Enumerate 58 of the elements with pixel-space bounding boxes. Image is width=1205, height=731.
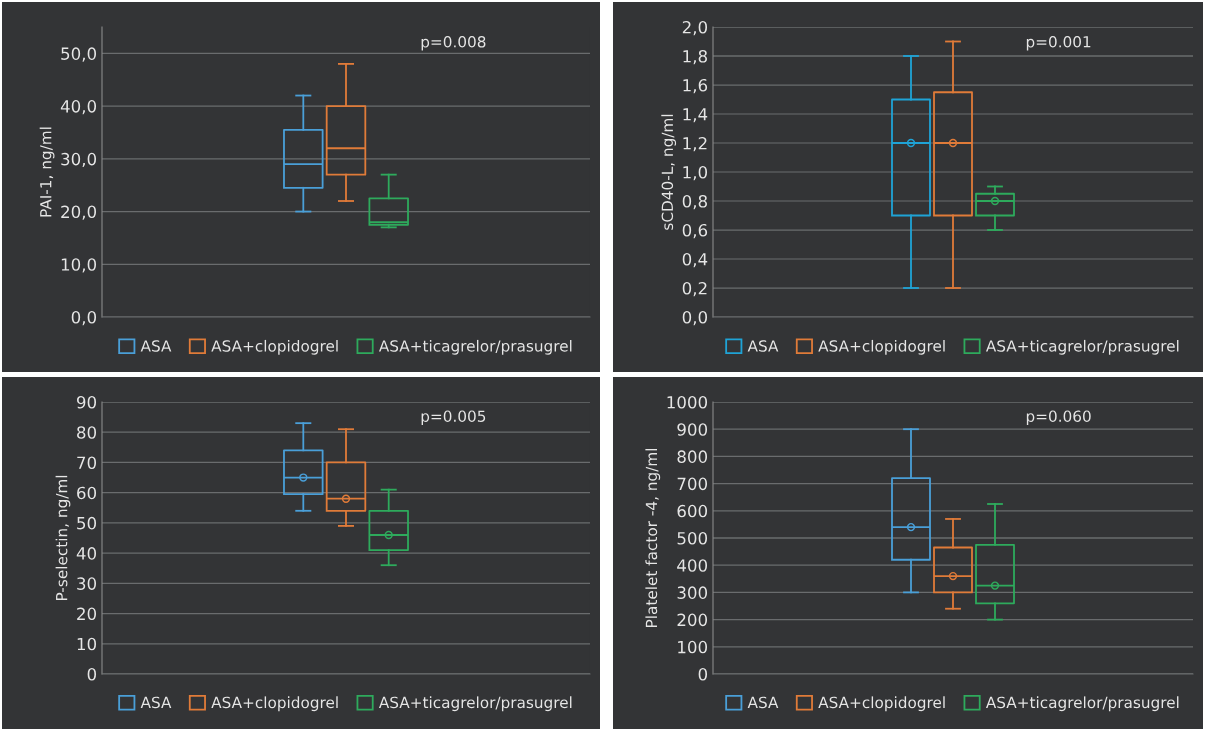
y-tick-label: 10,0 <box>61 258 97 273</box>
y-tick-label: 900 <box>677 423 708 436</box>
legend-label: ASA+clopidogrel <box>818 696 945 712</box>
y-tick-label: 1,0 <box>683 165 708 181</box>
legend-label: ASA <box>747 696 779 709</box>
y-tick-label: 0,0 <box>71 310 97 326</box>
y-tick-label: 0,0 <box>682 310 708 326</box>
y-tick-label: 0,8 <box>682 194 707 210</box>
legend-label: ASA <box>747 340 779 352</box>
y-axis-title: P-selectin, ng/ml <box>55 475 71 601</box>
y-tick-label: 60 <box>77 486 97 500</box>
y-tick-label: 1,6 <box>683 78 708 94</box>
y-axis-title: Platelet factor -4, ng/ml <box>645 448 661 627</box>
y-tick-label: 70 <box>77 456 97 470</box>
y-tick-label: 40 <box>76 547 97 560</box>
y-tick-label: 0,4 <box>682 252 708 268</box>
y-tick-label: 1,4 <box>683 108 708 123</box>
legend-label: ASA <box>140 340 172 352</box>
y-tick-label: 2,0 <box>682 20 708 36</box>
annotation: p=0.060 <box>1026 410 1091 425</box>
y-tick-label: 30,0 <box>61 152 97 168</box>
legend-label: ASA+ticagrelor/prasugrel <box>378 339 572 355</box>
legend-label: ASA+clopidogrel <box>211 339 338 355</box>
y-tick-label: 10 <box>77 637 97 651</box>
y-tick-label: 0,6 <box>682 223 708 239</box>
y-tick-label: 500 <box>677 531 708 545</box>
y-axis-title: sCD40-L, ng/ml <box>661 114 677 230</box>
legend-label: ASA+clopidogrel <box>818 339 945 355</box>
y-tick-label: 50,0 <box>61 47 97 62</box>
y-tick-label: 600 <box>677 504 708 518</box>
y-tick-label: 700 <box>677 477 708 491</box>
legend-label: ASA+ticagrelor/prasugrel <box>985 696 1179 712</box>
y-tick-label: 20,0 <box>61 205 97 220</box>
legend-label: ASA+ticagrelor/prasugrel <box>378 696 572 712</box>
y-tick-label: 100 <box>678 640 708 654</box>
annotation: p=0.005 <box>421 410 486 425</box>
annotation: p=0.001 <box>1026 35 1091 51</box>
y-tick-label: 0 <box>698 667 708 681</box>
y-axis-title: PAI-1, ng/ml <box>39 127 55 217</box>
y-tick-label: 1000 <box>667 395 708 409</box>
y-tick-label: 90 <box>76 395 97 409</box>
y-tick-label: 0,2 <box>682 281 707 297</box>
y-tick-label: 400 <box>677 559 708 572</box>
y-tick-label: 30 <box>77 577 97 590</box>
legend-label: ASA+ticagrelor/prasugrel <box>985 339 1179 355</box>
y-tick-label: 80 <box>77 426 97 439</box>
y-tick-label: 800 <box>677 450 708 463</box>
y-tick-label: 1,8 <box>683 49 707 65</box>
y-tick-label: 1,2 <box>683 136 707 152</box>
legend-label: ASA <box>140 696 172 709</box>
y-tick-label: 50 <box>77 516 97 530</box>
y-tick-label: 40,0 <box>60 100 97 115</box>
y-tick-label: 20 <box>77 607 97 621</box>
annotation: p=0.008 <box>421 35 486 51</box>
legend-label: ASA+clopidogrel <box>211 696 338 712</box>
y-tick-label: 300 <box>677 586 708 599</box>
y-tick-label: 200 <box>677 613 708 627</box>
y-tick-label: 0 <box>87 667 97 681</box>
